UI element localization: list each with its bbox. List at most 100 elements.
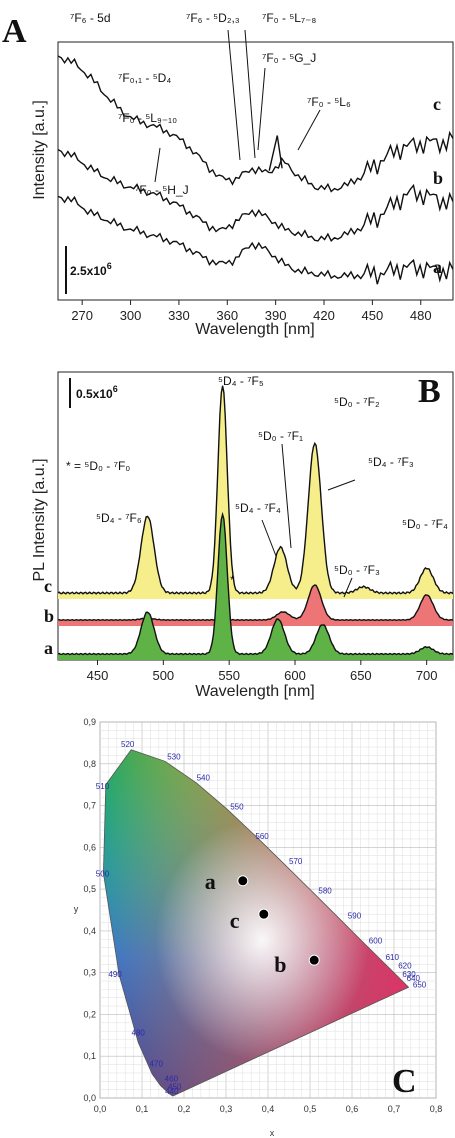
x-tick-label: 450 [362, 308, 384, 323]
panel-b-scale-bar-label: 0.5x106 [76, 384, 118, 401]
panel-b-curve-labels: cba [44, 576, 54, 658]
panel-a-frame [57, 41, 454, 301]
wavelength-label: 620 [398, 961, 412, 970]
series-line-c [58, 385, 453, 595]
panel-a-scale-bar-label: 2.5x106 [70, 261, 112, 278]
x-tick-label: 0,8 [430, 1104, 443, 1114]
panel-a-x-ticks: 270 300 330 360 390 420 450 480 [71, 300, 432, 323]
wavelength-label: 450 [168, 1083, 182, 1092]
panel-c-x-axis-label: x [270, 1128, 275, 1138]
annotation-arrow [261, 519, 277, 557]
wavelength-label: 530 [167, 753, 181, 762]
y-tick-label: 0,7 [83, 801, 96, 811]
annotation-arrow [327, 479, 356, 491]
wavelength-label: 570 [289, 857, 303, 866]
cie-point-a [237, 875, 249, 887]
annotation-arrow [343, 577, 353, 598]
x-tick-label: 0,5 [304, 1104, 317, 1114]
x-tick-label: 650 [350, 668, 372, 683]
curve-label-a: a [44, 638, 53, 658]
panel-b-star: * [230, 573, 235, 587]
x-tick-label: 550 [218, 668, 240, 683]
annotation-arrow [297, 109, 321, 151]
transition-label: ⁵D₄ - ⁷F₄ [235, 501, 281, 515]
transition-label: ⁷F₀,₁ - ⁵D₄ [118, 71, 171, 85]
wavelength-label: 500 [96, 870, 110, 879]
transition-label: ⁵D₄ - ⁷F₆ [96, 511, 142, 525]
x-tick-label: 450 [87, 668, 109, 683]
curve-label-c: c [433, 94, 441, 114]
series-line-a [58, 195, 453, 285]
x-tick-label: 0,1 [136, 1104, 149, 1114]
y-tick-label: 0,0 [83, 1093, 96, 1103]
cie-point-label-b: b [274, 952, 286, 977]
wavelength-label: 600 [369, 936, 383, 945]
wavelength-label: 490 [108, 970, 122, 979]
series-line-c [58, 55, 453, 193]
x-tick-label: 500 [152, 668, 174, 683]
wavelength-label: 630 [402, 970, 416, 979]
x-tick-label: 700 [416, 668, 438, 683]
annotation-arrow [244, 29, 256, 159]
cie-gamut-white [103, 749, 409, 1096]
panel-b-annotations: ⁵D₄ - ⁷F₅ ⁵D₀ - ⁷F₁ ⁵D₀ - ⁷F₂ ⁵D₄ - ⁷F₆ ⁵D₄ … [96, 374, 448, 598]
transition-label: ⁵D₀ - ⁷F₃ [334, 563, 380, 577]
x-tick-label: 0,4 [262, 1104, 275, 1114]
wavelength-label: 480 [132, 1028, 146, 1037]
x-tick-label: 0,7 [388, 1104, 401, 1114]
y-tick-label: 0,2 [83, 1009, 96, 1019]
transition-label: ⁷F₀ - ⁵L₇₋₈ [262, 11, 316, 25]
wavelength-label: 540 [197, 773, 211, 782]
annotation-arrow [281, 443, 292, 549]
transition-label: ⁷F₀ - ⁵G_J [262, 51, 316, 65]
y-tick-label: 0,1 [83, 1051, 96, 1061]
panel-a-annotations: ⁷F₆ - 5d ⁷F₆ - ⁵D₂,₃ ⁷F₀ - ⁵L₇₋₈ ⁷F₀,₁ - ⁵D… [70, 11, 351, 197]
y-tick-label: 0,6 [83, 842, 96, 852]
panel-b-x-ticks: 450 500 550 600 650 700 [87, 660, 438, 683]
transition-label: ⁵D₄ - ⁷F₃ [368, 455, 414, 469]
panel-b: B 450 500 550 600 650 700 Wavelength [nm] PL … [31, 371, 454, 700]
panel-b-curves [58, 385, 453, 660]
panel-b-label: B [418, 373, 441, 410]
panel-a: A 270 300 330 360 390 420 450 480 Wavelength [n… [2, 11, 454, 338]
x-tick-label: 300 [120, 308, 142, 323]
x-tick-label: 420 [313, 308, 335, 323]
transition-label: ⁵D₀ - ⁷F₄ [402, 517, 448, 531]
wavelength-label: 610 [386, 953, 400, 962]
annotation-arrow [257, 67, 266, 151]
panel-a-curve-labels: a b c [433, 94, 443, 277]
wavelength-label: 580 [318, 886, 332, 895]
x-tick-label: 0,3 [220, 1104, 233, 1114]
cie-point-label-a: a [205, 869, 216, 894]
x-tick-label: 0,2 [178, 1104, 191, 1114]
wavelength-label: 470 [150, 1060, 164, 1069]
curve-label-c: c [44, 576, 52, 596]
y-tick-label: 0,8 [83, 759, 96, 769]
wavelength-label: 550 [230, 803, 244, 812]
curve-label-a: a [433, 257, 442, 277]
panel-c-y-axis-label: y [74, 904, 79, 914]
transition-label: ⁷F₆ - 5d [70, 11, 111, 25]
wavelength-label: 520 [121, 740, 135, 749]
series-fill-b [58, 585, 453, 626]
transition-label: ⁵D₄ - ⁷F₅ [218, 374, 264, 388]
panel-a-curves [58, 55, 453, 285]
transition-label: ⁷F₀ - ⁵H_J [135, 183, 189, 197]
series-line-a [58, 511, 453, 656]
y-tick-label: 0,3 [83, 968, 96, 978]
wavelength-label: 640 [407, 974, 421, 983]
y-tick-label: 0,9 [83, 717, 96, 727]
series-fill-a [58, 514, 453, 660]
y-tick-label: 0,5 [83, 884, 96, 894]
curve-label-b: b [44, 606, 54, 626]
panel-b-x-axis-label: Wavelength [nm] [195, 683, 314, 700]
transition-label: ⁷F₀ - ⁵L₆ [307, 95, 351, 109]
panel-c-label: C [392, 1063, 417, 1100]
panel-a-y-axis-label: Intensity [a.u.] [31, 100, 48, 200]
wavelength-label: 460 [165, 1074, 179, 1083]
curve-label-b: b [433, 168, 443, 188]
panel-c-axis-ticks: 0,0 0,1 0,2 0,3 0,4 0,5 0,6 0,7 0,8 0,0 0,1 0,2 0,3 0… [83, 717, 442, 1114]
panel-a-x-axis-label: Wavelength [nm] [195, 321, 314, 338]
cie-locus-outline [102, 749, 410, 1097]
